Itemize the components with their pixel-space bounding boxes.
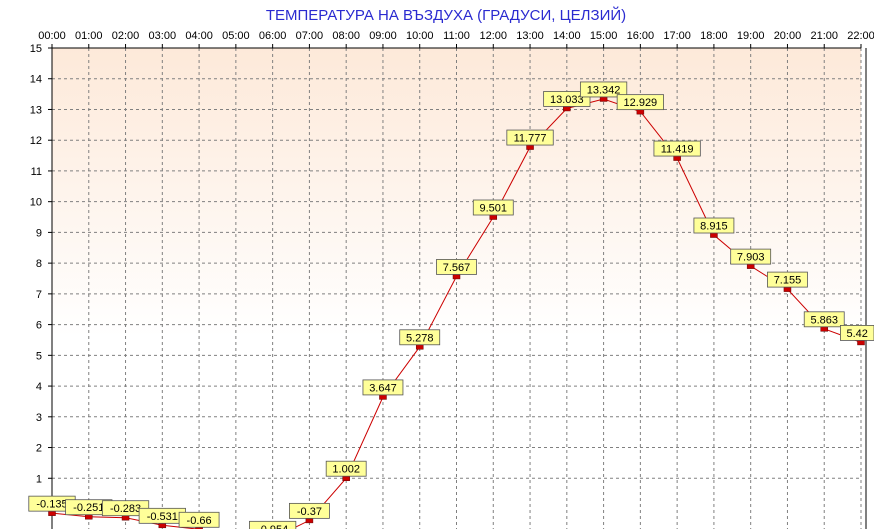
x-tick-label: 00:00 [38, 30, 66, 42]
y-tick-label: 8 [36, 258, 42, 270]
y-tick-label: 12 [30, 135, 42, 147]
y-tick-label: 7 [36, 289, 42, 301]
x-tick-label: 12:00 [480, 30, 508, 42]
x-tick-label: 07:00 [296, 30, 324, 42]
data-label: -0.954 [257, 524, 288, 529]
x-tick-label: 02:00 [112, 30, 140, 42]
y-tick-label: 11 [31, 166, 42, 178]
x-tick-label: 01:00 [75, 30, 103, 42]
y-tick-label: 9 [36, 227, 42, 239]
data-label: 13.033 [550, 94, 584, 106]
data-label: 11.419 [661, 144, 694, 156]
chart-title: ТЕМПЕРАТУРА НА ВЪЗДУХА (ГРАДУСИ, ЦЕЛЗИЙ) [266, 6, 626, 24]
x-tick-label: 20:00 [774, 30, 802, 42]
x-tick-label: 05:00 [222, 30, 250, 42]
x-tick-label: 11:00 [443, 30, 470, 42]
y-tick-label: 10 [30, 197, 42, 209]
data-label: 5.42 [846, 328, 867, 340]
data-label: -0.531 [147, 511, 178, 523]
x-tick-label: 22:00 [847, 30, 874, 42]
data-label: -0.251 [73, 502, 104, 514]
y-tick-label: 4 [36, 381, 42, 393]
data-label: 3.647 [369, 382, 397, 394]
data-label: -0.66 [187, 515, 212, 527]
data-label: 9.501 [480, 203, 508, 215]
data-label: 11.777 [514, 133, 547, 145]
x-tick-label: 09:00 [369, 30, 397, 42]
y-tick-label: 2 [36, 443, 42, 455]
x-tick-label: 21:00 [810, 30, 838, 42]
x-tick-label: 08:00 [332, 30, 360, 42]
y-tick-label: 3 [36, 412, 42, 424]
x-tick-label: 04:00 [185, 30, 213, 42]
x-tick-label: 03:00 [149, 30, 177, 42]
y-tick-label: 1 [36, 473, 42, 485]
data-label: 5.863 [810, 314, 838, 326]
x-tick-label: 14:00 [553, 30, 581, 42]
x-tick-label: 13:00 [516, 30, 544, 42]
x-tick-label: 06:00 [259, 30, 287, 42]
data-label: -0.37 [297, 506, 322, 518]
data-label: 7.567 [443, 262, 471, 274]
data-label: 13.342 [587, 84, 621, 96]
x-tick-label: 15:00 [590, 30, 618, 42]
data-label: -0.283 [110, 503, 141, 515]
plot-area: 00:00 01:00 02:00 03:00 04:00 05:00 06:00 07:00… [29, 30, 874, 529]
y-tick-label: 13 [30, 104, 42, 116]
data-label: 12.929 [624, 97, 658, 109]
data-label: 7.903 [737, 252, 765, 264]
data-label: 8.915 [700, 221, 728, 233]
data-label: 5.278 [406, 332, 434, 344]
x-tick-label: 10:00 [406, 30, 434, 42]
y-tick-label: 14 [30, 74, 42, 86]
y-tick-label: 6 [36, 320, 42, 332]
y-tick-label: 15 [30, 43, 42, 55]
data-label: 7.155 [774, 275, 802, 287]
data-label: -0.135 [36, 499, 67, 511]
x-tick-label: 19:00 [737, 30, 765, 42]
y-tick-label: 5 [36, 350, 42, 362]
x-tick-label: 18:00 [700, 30, 728, 42]
data-label: 1.002 [332, 464, 360, 476]
x-tick-label: 17:00 [663, 30, 691, 42]
x-tick-label: 16:00 [627, 30, 655, 42]
